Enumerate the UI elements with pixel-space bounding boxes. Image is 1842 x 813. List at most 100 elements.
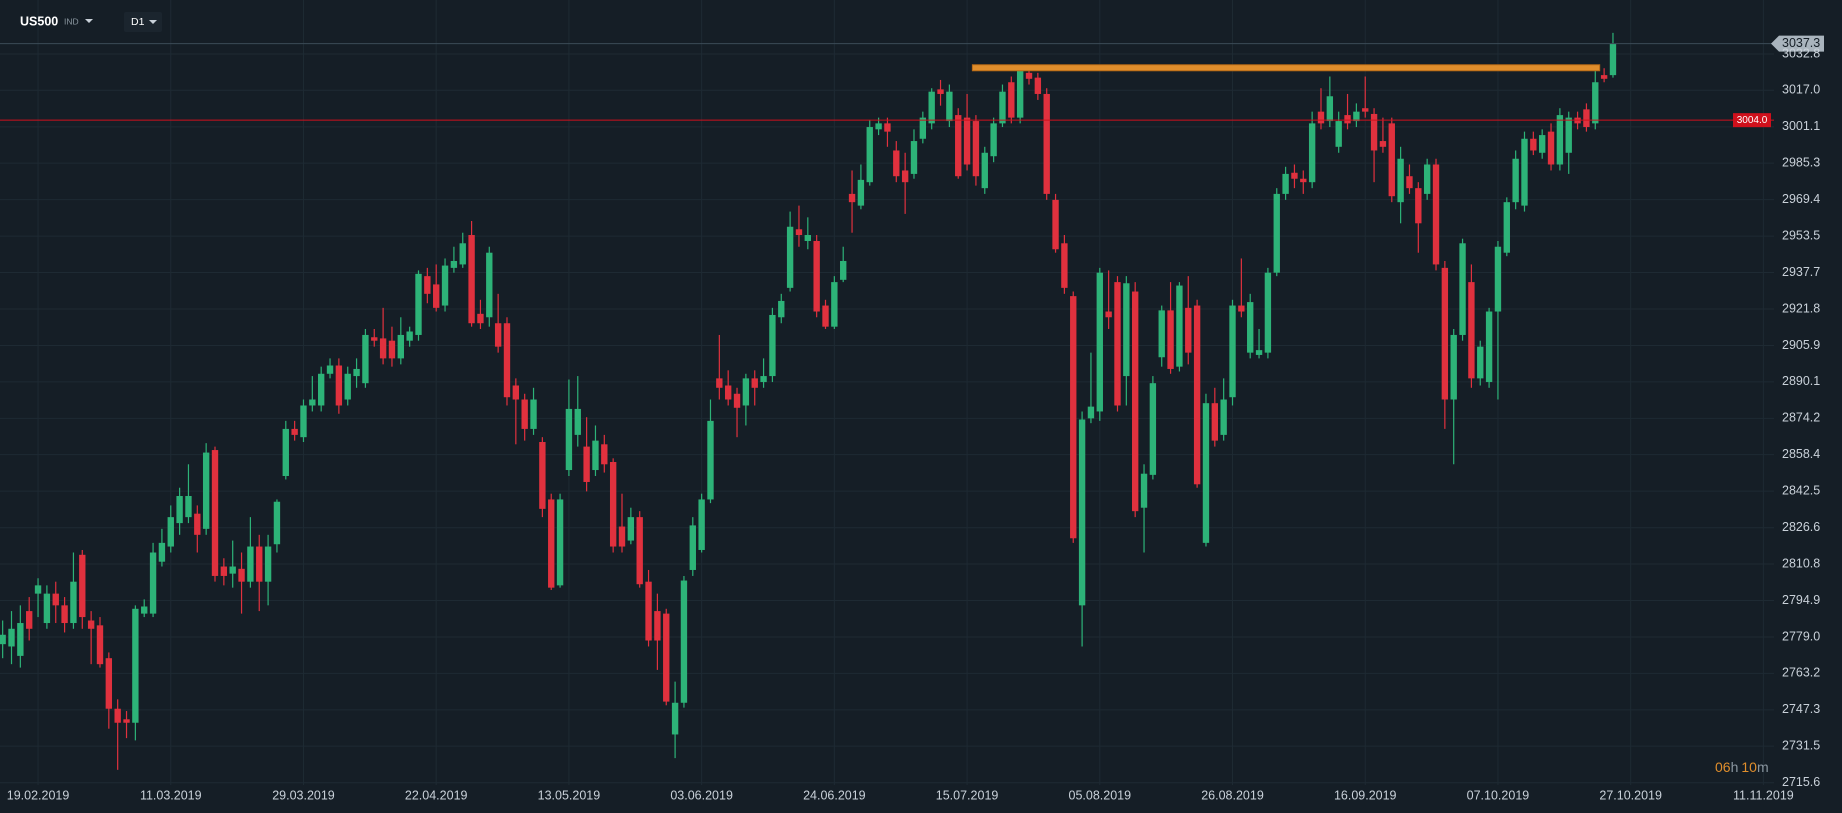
candle-body	[1370, 113, 1378, 151]
candle-body	[1061, 243, 1068, 288]
candle-body	[1494, 246, 1502, 312]
candle-body	[1158, 310, 1165, 358]
current-price-tag	[1771, 35, 1824, 52]
timeframe-dropdown[interactable]	[149, 20, 157, 24]
candle-body	[114, 708, 121, 723]
candle-body	[282, 428, 289, 477]
candle-body	[1600, 75, 1608, 79]
candle-body	[185, 495, 192, 518]
x-tick-label: 16.09.2019	[1334, 788, 1397, 802]
candle-body	[176, 495, 183, 524]
timeframe-box[interactable]	[124, 12, 162, 32]
candle-body	[1521, 138, 1528, 206]
candle-body	[371, 337, 378, 341]
candle-body	[273, 501, 281, 545]
y-tick-label: 2763.2	[1782, 666, 1820, 680]
candle-body	[158, 542, 166, 562]
x-tick-label: 03.06.2019	[670, 788, 733, 802]
candle-body	[724, 385, 732, 400]
timeframe[interactable]: D1	[131, 16, 145, 28]
candle-body	[43, 593, 51, 624]
candle-body	[1556, 115, 1564, 165]
candle-body	[264, 546, 272, 582]
x-tick-label: 27.10.2019	[1599, 788, 1662, 802]
y-tick-label: 2905.9	[1782, 338, 1820, 352]
candle-body	[415, 273, 422, 335]
x-tick-label: 07.10.2019	[1467, 788, 1530, 802]
candle-body	[123, 719, 130, 723]
candle-body	[1379, 141, 1387, 147]
candle-body	[1193, 305, 1201, 485]
candle-body	[981, 152, 988, 189]
candle-body	[1512, 158, 1519, 203]
candle-body	[1238, 305, 1245, 312]
candle-body	[1149, 383, 1157, 475]
candle-body	[388, 340, 396, 359]
candle-body	[167, 517, 174, 547]
candle-body	[1353, 111, 1360, 122]
candle-body	[149, 552, 157, 614]
x-tick-label: 11.11.2019	[1733, 788, 1794, 802]
candle-body	[539, 442, 546, 509]
candle-body	[716, 378, 723, 388]
candle-body	[627, 517, 635, 541]
candle-body	[17, 623, 24, 656]
x-tick-label: 05.08.2019	[1069, 788, 1132, 802]
candle-body	[786, 226, 794, 288]
candle-body	[857, 179, 865, 206]
grid	[0, 0, 1774, 785]
candle-body	[1016, 70, 1024, 118]
candle-body	[618, 526, 626, 547]
candle-body	[300, 405, 307, 438]
y-tick-label: 3017.0	[1782, 83, 1820, 97]
candle-body	[291, 428, 298, 435]
candle-body	[707, 420, 714, 500]
candle-body	[565, 408, 573, 471]
candle-body	[1344, 115, 1351, 124]
candle-body	[1176, 285, 1183, 367]
candle-body	[910, 141, 918, 174]
candle-body	[309, 399, 316, 406]
y-tick-label: 2779.0	[1782, 629, 1820, 643]
symbol[interactable]: US500	[20, 14, 58, 28]
candle-body	[946, 91, 953, 122]
candles	[0, 32, 1617, 770]
candle-body	[1167, 310, 1174, 369]
candle-body	[1415, 188, 1422, 224]
x-tick-label: 24.06.2019	[803, 788, 866, 802]
candle-body	[1229, 305, 1236, 398]
candle-body	[955, 115, 962, 177]
candle-body	[1592, 82, 1599, 124]
candle-body	[1441, 267, 1449, 400]
candle-body	[663, 613, 670, 702]
candle-body	[972, 121, 980, 177]
candle-body	[1326, 96, 1334, 122]
candle-body	[1202, 403, 1210, 543]
candle-body	[406, 331, 413, 341]
x-tick-label: 19.02.2019	[7, 788, 70, 802]
candle-body	[1264, 272, 1272, 353]
candle-body	[1211, 403, 1218, 441]
countdown-hours: 06	[1715, 759, 1731, 775]
symbol-dropdown[interactable]	[85, 19, 93, 23]
candle-body	[202, 452, 210, 529]
y-tick-label: 2731.5	[1782, 738, 1820, 752]
candle-body	[1388, 123, 1395, 197]
candle-body	[34, 585, 42, 594]
level-tag	[1733, 113, 1771, 128]
candle-body	[601, 444, 608, 465]
candle-body	[1308, 123, 1316, 183]
candle-body	[530, 399, 537, 429]
overlays: 3004.0 3037.3	[0, 35, 1824, 128]
candle-body	[1096, 272, 1103, 412]
candle-body	[654, 611, 661, 641]
y-tick-label: 2985.3	[1782, 155, 1820, 169]
candle-body	[592, 440, 599, 471]
candle-body	[486, 252, 493, 318]
candle-body	[1255, 350, 1263, 355]
candle-body	[238, 568, 245, 582]
candle-body	[928, 91, 935, 124]
candle-body	[848, 193, 856, 203]
candle-body	[1185, 307, 1192, 353]
market: IND	[64, 16, 79, 26]
